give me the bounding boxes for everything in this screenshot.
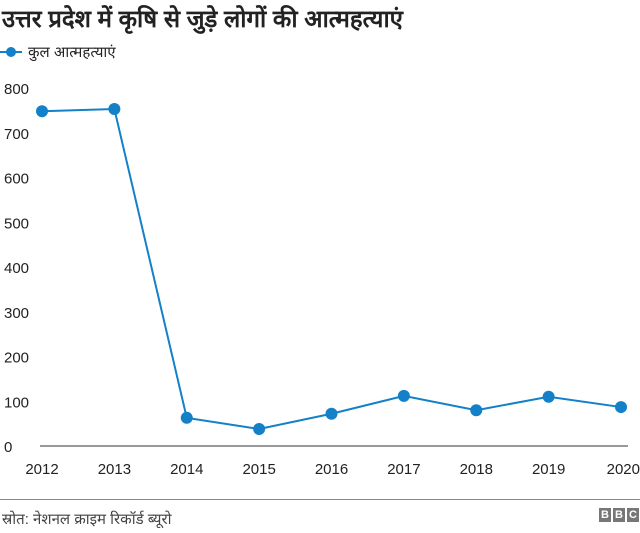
x-tick-label: 2019 (532, 461, 565, 478)
data-point (180, 411, 193, 424)
y-tick-label: 700 (4, 126, 29, 143)
data-point (253, 422, 266, 435)
x-tick-label: 2012 (25, 461, 58, 478)
data-point (615, 401, 627, 414)
series-line (41, 108, 622, 431)
legend: कुल आत्महत्याएं (0, 42, 116, 62)
data-point (470, 404, 483, 417)
data-point (325, 407, 338, 420)
bbc-logo-letter: B (613, 508, 625, 522)
legend-marker-icon (0, 47, 22, 57)
data-point (542, 390, 555, 403)
x-tick-label: 2016 (315, 461, 348, 478)
bbc-logo: B B C (599, 508, 639, 522)
y-tick-label: 800 (4, 81, 29, 98)
line-chart: 0 100 200 300 400 500 600 700 800 2012 2013 2014 201… (4, 81, 640, 478)
y-tick-label: 500 (4, 215, 29, 232)
data-point (397, 389, 410, 402)
x-tick-label: 2014 (170, 461, 203, 478)
x-tick-label: 2017 (387, 461, 420, 478)
footer-divider (0, 499, 640, 500)
bbc-logo-letter: C (627, 508, 639, 522)
y-tick-label: 400 (4, 260, 29, 277)
x-tick-label: 2015 (242, 461, 275, 478)
x-tick-label: 2013 (98, 461, 131, 478)
data-point (108, 103, 121, 116)
y-tick-label: 300 (4, 305, 29, 322)
data-point (36, 105, 48, 118)
source-note: स्रोत: नेशनल क्राइम रिकॉर्ड ब्यूरो (2, 511, 172, 528)
y-tick-label: 0 (4, 439, 12, 456)
chart-title: उत्तर प्रदेश में कृषि से जुड़े लोगों की … (2, 6, 403, 33)
y-tick-label: 100 (4, 394, 29, 411)
legend-label: कुल आत्महत्याएं (28, 44, 116, 61)
x-tick-label: 2018 (460, 461, 493, 478)
y-tick-label: 600 (4, 171, 29, 188)
y-tick-label: 200 (4, 350, 29, 367)
x-tick-label: 2020 (607, 461, 640, 478)
bbc-logo-letter: B (599, 508, 611, 522)
